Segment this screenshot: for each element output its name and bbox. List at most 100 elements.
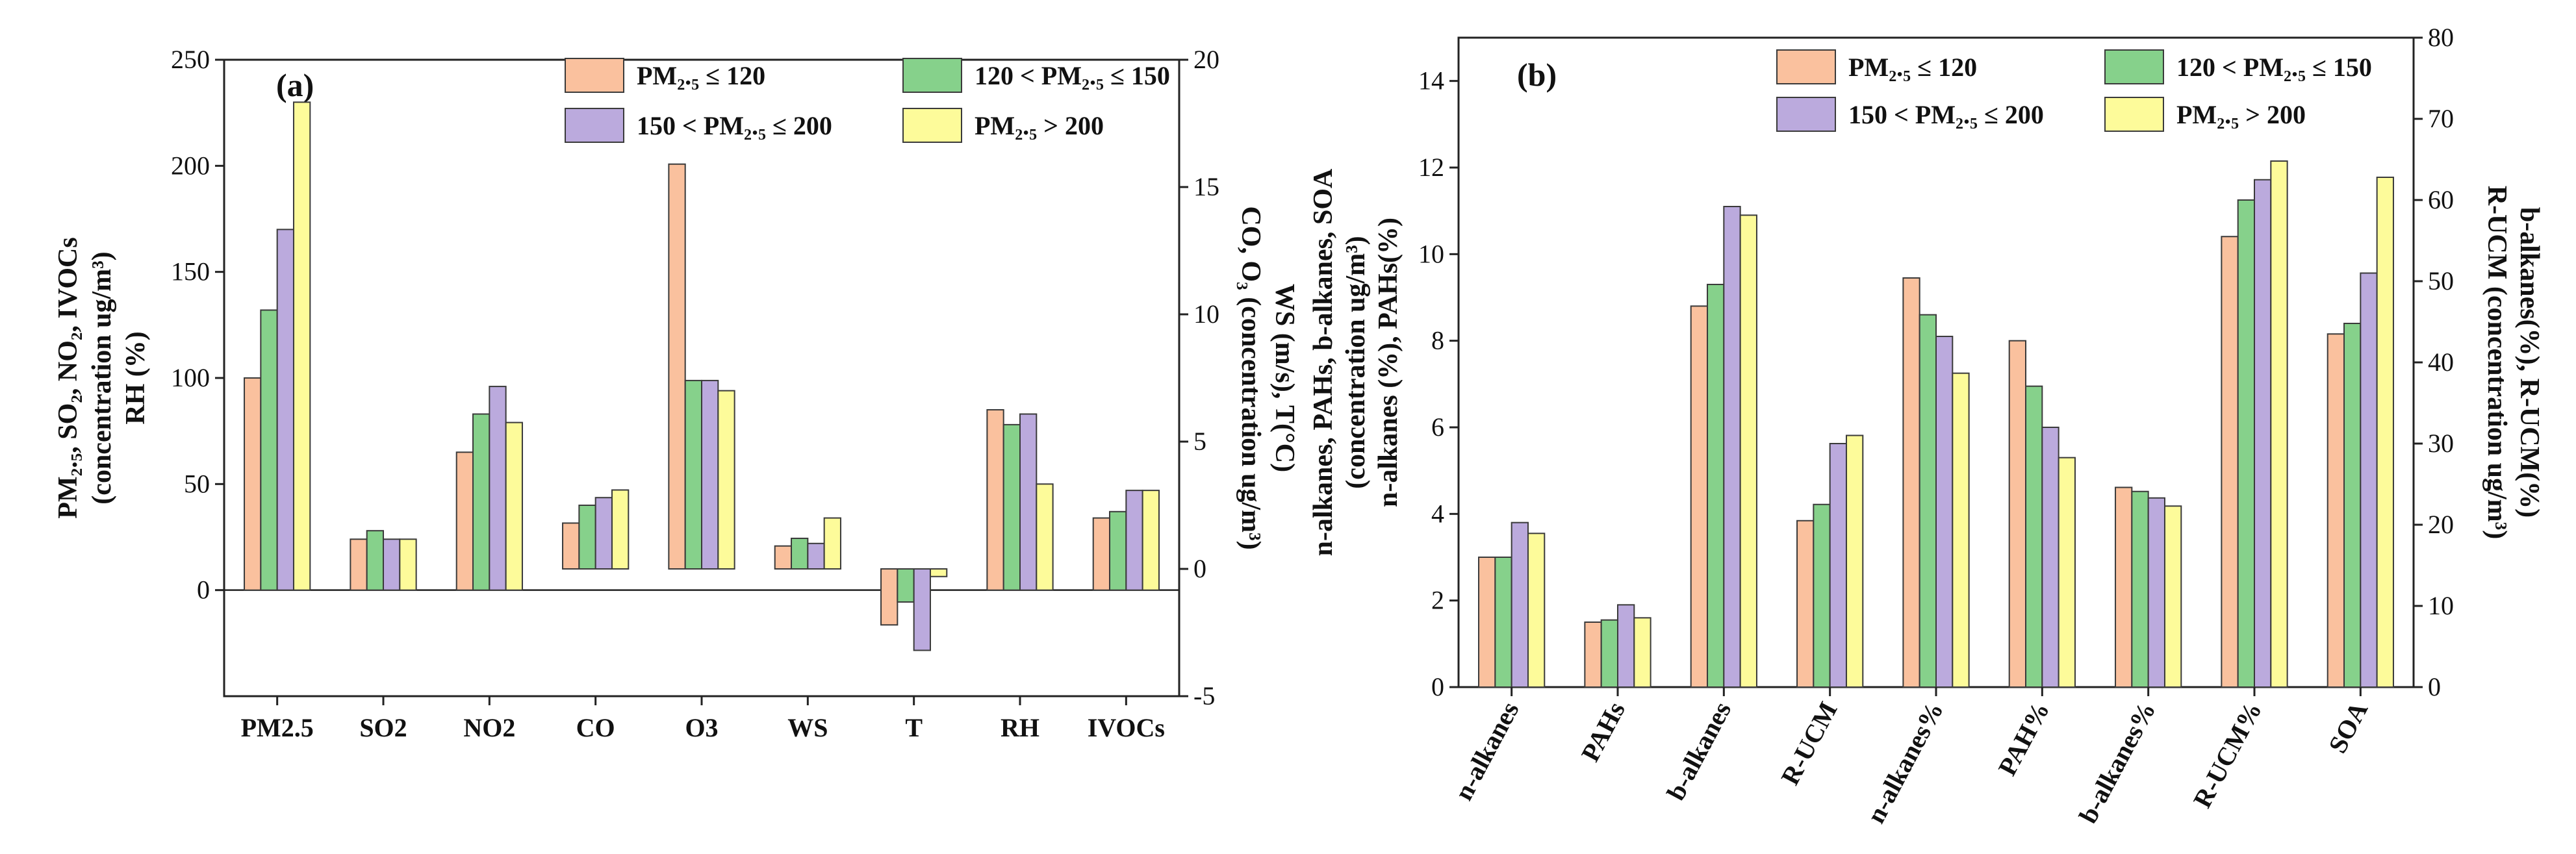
category-label: PAHs (1575, 697, 1631, 766)
bar-rh-s1 (986, 409, 1004, 591)
panel-b-left-axis-title-line1: n-alkanes, PAHs, b-alkanes, SOA (1308, 168, 1338, 556)
left-tick-label: 150 (171, 257, 210, 286)
category-label: SO2 (359, 713, 407, 742)
panel-b-right-axis: 0 10 20 30 40 50 60 70 80 (2414, 23, 2454, 701)
left-tick-label: 4 (1431, 499, 1444, 528)
category-label: b-alkanes% (2073, 697, 2162, 828)
bar-so2-s1 (350, 538, 368, 591)
left-tick-label: 250 (171, 45, 210, 74)
right-tick-label: 40 (2428, 347, 2454, 377)
bar-so2-s4 (399, 538, 417, 591)
category-label: T (905, 713, 923, 742)
panel-a-right-axis: -5 0 5 10 15 20 (1179, 45, 1219, 710)
panel-b-right-axis-title-line1: R-UCM (concentration ug/m³) (2482, 186, 2512, 539)
right-tick-label: 10 (1193, 299, 1219, 329)
legend-swatch-s4 (2104, 97, 2164, 132)
bar-co-s1 (562, 522, 580, 570)
bar-ivocs-s4 (1141, 490, 1160, 591)
left-tick-label: 2 (1431, 586, 1444, 615)
panel-b-categories: n-alkanes PAHs b-alkanes R-UCM n-alkanes% PAH… (1449, 697, 2374, 828)
panel-a-right-axis-title-line1: CO, O₃ (concentration ug/m³) (1236, 206, 1266, 549)
bar-r-ucm-s2 (1813, 503, 1831, 688)
category-label: WS (787, 713, 828, 742)
left-tick-label: 0 (1431, 672, 1444, 701)
right-tick-label: 70 (2428, 104, 2454, 133)
panel-b-legend: PM₂.₅ ≤ 120 120 < PM₂.₅ ≤ 150 150 < PM₂.₅ … (1776, 49, 2372, 132)
bar-pahs-s2 (1600, 619, 1619, 688)
bar-r-ucm-s1 (1796, 520, 1815, 688)
category-label: CO (576, 713, 615, 742)
bar-pm2-5-s3 (276, 229, 294, 591)
category-label: NO2 (463, 713, 515, 742)
legend-label-s4: PM₂.₅ > 200 (975, 111, 1104, 140)
category-label: R-UCM% (2187, 697, 2267, 812)
bar-t-s2 (897, 568, 915, 603)
left-tick-label: 10 (1418, 239, 1444, 268)
panel-a-legend: PM₂.₅ ≤ 120 120 < PM₂.₅ ≤ 150 150 < PM₂.₅ … (565, 58, 1170, 143)
bar-r-ucm-s3 (1829, 443, 1847, 688)
bar-so2-s3 (383, 538, 401, 591)
legend-label-s2: 120 < PM₂.₅ ≤ 150 (2176, 53, 2372, 82)
left-tick-label: 50 (184, 469, 210, 498)
legend-swatch-s2 (2104, 49, 2164, 84)
panel-b-left-axis: 0 2 4 6 8 10 12 14 (1418, 66, 1459, 701)
bar-o3-s4 (717, 390, 735, 570)
bar-r-ucm--s2 (2237, 199, 2256, 688)
bar-pahs-s3 (1617, 604, 1635, 688)
left-tick-label: 8 (1431, 326, 1444, 355)
panel-a-left-axis-title-line1: PM₂.₅, SO₂, NO₂, IVOCs (53, 237, 83, 518)
bar-o3-s2 (684, 379, 703, 570)
bar-ws-s4 (823, 517, 841, 570)
bar-b-alkanes--s3 (2147, 497, 2165, 688)
bar-ivocs-s1 (1092, 517, 1111, 591)
left-tick-label: 0 (197, 575, 210, 605)
panel-a-left-axis: 0 50 100 150 200 250 (171, 45, 224, 605)
legend-swatch-s1 (565, 58, 624, 93)
category-label: n-alkanes% (1861, 697, 1949, 828)
right-tick-label: 80 (2428, 23, 2454, 52)
bar-ivocs-s3 (1125, 490, 1143, 591)
bar-soa-s1 (2327, 333, 2345, 688)
bar-o3-s1 (668, 163, 686, 570)
bar-soa-s2 (2343, 323, 2362, 688)
panel-b-left-axis-title-line2: (concentration ug/m³) (1341, 236, 1371, 488)
bar-pahs-s4 (1633, 617, 1651, 688)
legend-swatch-s1 (1776, 49, 1836, 84)
bar-soa-s4 (2376, 177, 2394, 688)
left-tick-label: 6 (1431, 412, 1444, 442)
bar-pm2-5-s4 (292, 101, 311, 591)
bar-b-alkanes--s2 (2131, 490, 2149, 688)
panel-a-right-axis-title-line2: WS (m/s), T(°C) (1269, 284, 1299, 472)
panel-a-categories: PM2.5 SO2 NO2 CO O3 WS T RH IVOCs (241, 713, 1165, 742)
bar-n-alkanes--s3 (1935, 336, 1954, 688)
legend-label-s2: 120 < PM₂.₅ ≤ 150 (975, 61, 1170, 90)
bar-b-alkanes-s3 (1723, 206, 1741, 688)
bar-soa-s3 (2360, 272, 2378, 688)
right-tick-label: -5 (1193, 681, 1215, 710)
panel-b-right-axis-title-line2: b-alkanes(%), R-UCM(%) (2514, 207, 2544, 518)
legend-label-s1: PM₂.₅ ≤ 120 (1848, 53, 1977, 82)
bar-b-alkanes-s2 (1707, 284, 1725, 688)
bar-t-s3 (913, 568, 931, 651)
category-label: O3 (685, 713, 718, 742)
panel-a-left-axis-title-line3: RH (%) (121, 331, 151, 424)
bar-n-alkanes-s4 (1527, 533, 1546, 688)
bar-n-alkanes-s3 (1511, 521, 1529, 688)
bar-n-alkanes-s1 (1478, 557, 1496, 688)
bar-r-ucm--s3 (2254, 179, 2272, 688)
category-label: n-alkanes (1449, 697, 1525, 805)
bar-n-alkanes--s4 (1952, 372, 1970, 688)
bar-r-ucm--s4 (2270, 160, 2288, 688)
bar-b-alkanes--s4 (2163, 505, 2182, 688)
right-tick-label: 20 (1193, 45, 1219, 74)
legend-swatch-s4 (902, 108, 962, 143)
category-label: RH (1001, 713, 1039, 742)
bar-co-s4 (611, 489, 630, 570)
right-tick-label: 5 (1193, 427, 1206, 456)
bar-pahs-s1 (1584, 622, 1602, 688)
panel-b-bars (1478, 160, 2394, 696)
legend-label-s3: 150 < PM₂.₅ ≤ 200 (637, 111, 832, 140)
left-tick-label: 100 (171, 363, 210, 392)
bar-rh-s4 (1036, 483, 1054, 591)
